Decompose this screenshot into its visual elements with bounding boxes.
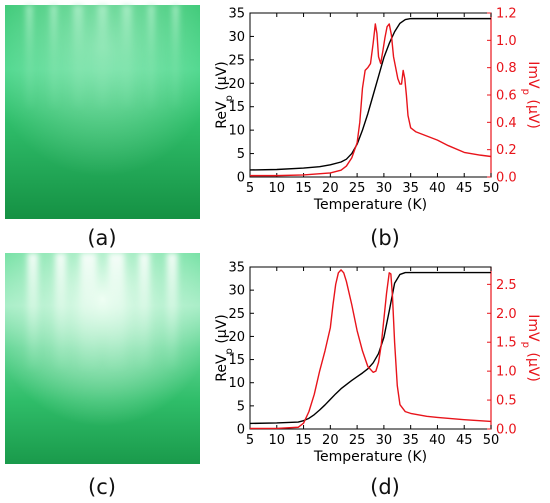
- plot-frame: [249, 12, 492, 178]
- y-right-axis-title-unit: (µV): [525, 95, 541, 129]
- y-left-tick-label: 0: [237, 171, 245, 186]
- y-left-tick-label: 35: [228, 7, 245, 22]
- y-right-axis-title-unit: (µV): [525, 348, 541, 382]
- diffraction-streak: [121, 5, 132, 108]
- y-right-tick-label: 0.0: [496, 423, 517, 438]
- x-tick-label: 15: [295, 181, 312, 196]
- y-right-tick-label: 1.0: [496, 34, 517, 49]
- series-imag-line: [250, 23, 492, 177]
- y-right-tick-label: 0.4: [496, 116, 517, 131]
- rheed-image-c: [5, 253, 200, 464]
- y-left-axis-title: ReVp (µV): [214, 61, 235, 129]
- y-right-axis-title: ImVp (µV): [521, 314, 542, 382]
- plot-frame: [249, 266, 492, 430]
- y-left-axis-title-unit: (µV): [214, 61, 230, 95]
- y-left-tick-label: 35: [228, 261, 245, 276]
- x-tick-label: 30: [376, 433, 393, 448]
- y-left-axis-title-base: ReV: [214, 101, 230, 129]
- y-right-axis-title: ImVp (µV): [521, 61, 542, 129]
- panel-label-b: (b): [370, 226, 400, 250]
- x-tick-label: 5: [246, 181, 254, 196]
- y-left-tick-label: 10: [228, 376, 245, 391]
- chart-b: 5 10 15 20 25 30 35 40 45 50051015202530350.00.20…: [214, 7, 541, 214]
- y-right-tick-label: 2.0: [496, 307, 517, 322]
- x-tick-label: 40: [429, 181, 446, 196]
- y-right-tick-label: 0.0: [496, 171, 517, 186]
- y-left-axis-title-base: ReV: [214, 354, 230, 382]
- x-tick-label: 10: [269, 181, 286, 196]
- x-tick-label: 50: [483, 433, 500, 448]
- x-tick-label: 5: [246, 433, 254, 448]
- y-left-axis-title: ReVp (µV): [214, 314, 235, 382]
- x-axis-title: Temperature (K): [313, 449, 427, 465]
- y-left-tick-label: 15: [228, 100, 245, 115]
- y-left-tick-label: 30: [228, 284, 245, 299]
- y-right-axis-title-base: ImV: [525, 61, 541, 89]
- rheed-image-a: [5, 5, 200, 219]
- diffraction-streak: [80, 253, 97, 370]
- x-tick-label: 15: [295, 433, 312, 448]
- panel-label-d: (d): [370, 475, 400, 499]
- y-left-tick-label: 0: [237, 423, 245, 438]
- y-right-tick-label: 0.6: [496, 89, 517, 104]
- x-tick-label: 50: [483, 181, 500, 196]
- diffraction-streak: [55, 253, 67, 370]
- panel-label-a: (a): [87, 226, 116, 250]
- y-left-tick-label: 25: [228, 53, 245, 68]
- diffraction-streak: [172, 5, 180, 108]
- x-tick-label: 20: [322, 181, 339, 196]
- x-axis-title: Temperature (K): [313, 197, 427, 213]
- diffraction-streak: [25, 5, 33, 108]
- panel-label-c: (c): [88, 475, 116, 499]
- x-tick-label: 45: [456, 433, 473, 448]
- y-right-tick-label: 1.2: [496, 7, 517, 22]
- y-right-tick-label: 1.5: [496, 336, 517, 351]
- y-left-tick-label: 20: [228, 77, 245, 92]
- x-tick-label: 25: [349, 181, 366, 196]
- diffraction-streak: [97, 5, 108, 108]
- y-left-tick-label: 15: [228, 353, 245, 368]
- diffraction-streak: [138, 253, 150, 370]
- diffraction-streak: [73, 5, 84, 108]
- y-left-axis-title-subscript: p: [224, 95, 235, 101]
- y-right-axis-title-subscript: p: [521, 89, 532, 95]
- y-right-axis-title-base: ImV: [525, 314, 541, 342]
- y-left-tick-label: 5: [237, 147, 245, 162]
- y-right-tick-label: 0.2: [496, 143, 517, 158]
- series-real-line: [249, 271, 491, 425]
- series-imag-line: [250, 269, 492, 430]
- series-real-line: [249, 17, 491, 171]
- y-right-axis-title-subscript: p: [521, 342, 532, 348]
- x-tick-label: 30: [376, 181, 393, 196]
- x-tick-label: 40: [429, 433, 446, 448]
- diffraction-streak: [50, 5, 58, 108]
- y-left-tick-label: 30: [228, 30, 245, 45]
- x-tick-label: 45: [456, 181, 473, 196]
- diffraction-streak: [166, 253, 178, 370]
- chart-d: 5 10 15 20 25 30 35 40 45 50051015202530350.00.51…: [214, 261, 541, 466]
- y-left-tick-label: 20: [228, 330, 245, 345]
- x-tick-label: 35: [402, 181, 419, 196]
- y-right-tick-label: 0.5: [496, 394, 517, 409]
- diffraction-streak: [108, 253, 125, 370]
- y-left-tick-label: 25: [228, 307, 245, 322]
- y-right-tick-label: 0.8: [496, 61, 517, 76]
- diffraction-streak: [27, 253, 39, 370]
- x-tick-label: 10: [269, 433, 286, 448]
- y-left-tick-label: 5: [237, 399, 245, 414]
- x-tick-label: 35: [402, 433, 419, 448]
- y-left-axis-title-unit: (µV): [214, 314, 230, 348]
- y-right-tick-label: 1.0: [496, 365, 517, 380]
- y-left-axis-title-subscript: p: [224, 348, 235, 354]
- y-left-tick-label: 10: [228, 124, 245, 139]
- x-tick-label: 20: [322, 433, 339, 448]
- diffraction-streak: [147, 5, 155, 108]
- x-tick-label: 25: [349, 433, 366, 448]
- y-right-tick-label: 2.5: [496, 278, 517, 293]
